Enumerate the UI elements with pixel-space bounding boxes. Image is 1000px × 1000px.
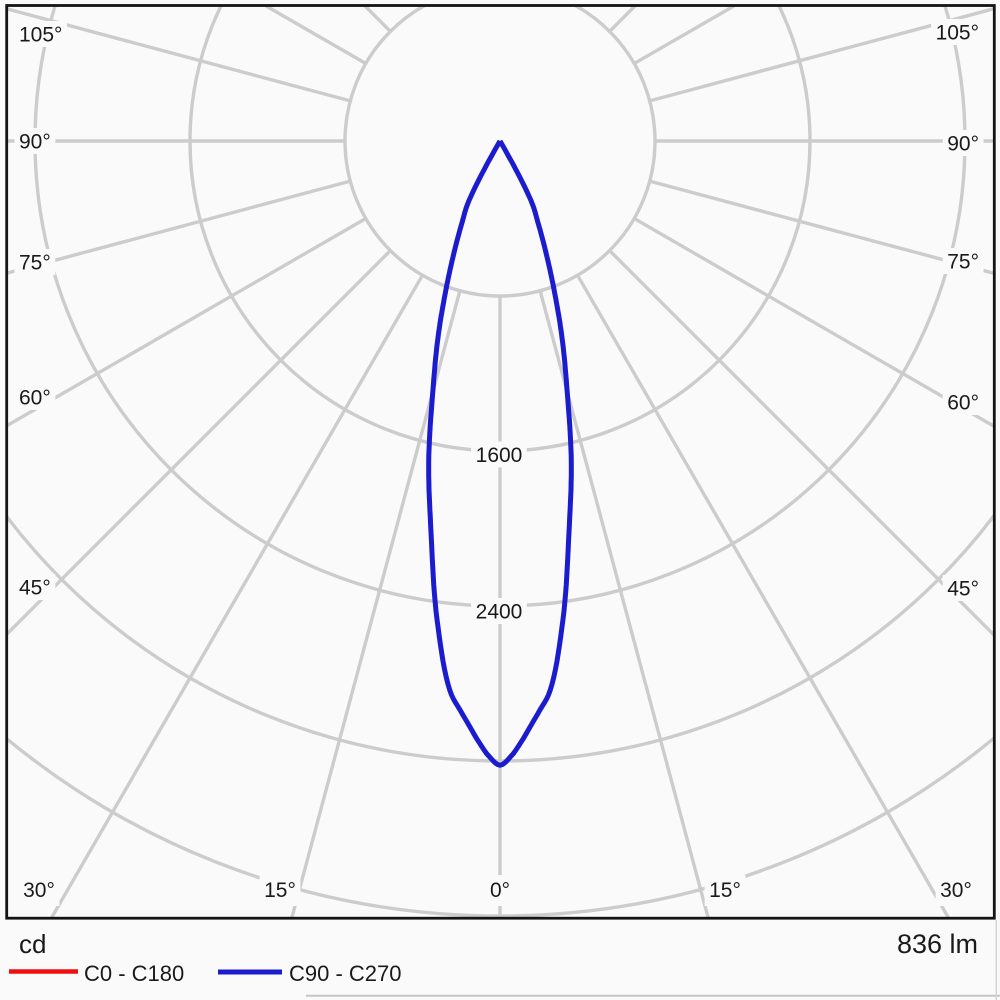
svg-text:836 lm: 836 lm xyxy=(897,929,978,959)
svg-text:105°: 105° xyxy=(936,22,979,45)
svg-text:105°: 105° xyxy=(19,24,62,47)
svg-text:75°: 75° xyxy=(19,252,51,275)
svg-text:15°: 15° xyxy=(709,879,741,902)
svg-text:75°: 75° xyxy=(947,251,979,274)
svg-text:60°: 60° xyxy=(19,387,51,410)
svg-text:45°: 45° xyxy=(947,578,979,601)
svg-text:2400: 2400 xyxy=(476,601,523,624)
svg-text:90°: 90° xyxy=(947,133,979,156)
svg-text:0°: 0° xyxy=(490,879,510,902)
svg-text:cd: cd xyxy=(19,929,46,959)
svg-text:30°: 30° xyxy=(23,879,55,902)
svg-text:60°: 60° xyxy=(947,392,979,415)
svg-text:C0 - C180: C0 - C180 xyxy=(84,961,184,986)
svg-text:C90 - C270: C90 - C270 xyxy=(289,961,402,986)
svg-text:90°: 90° xyxy=(19,131,51,154)
svg-text:30°: 30° xyxy=(940,879,972,902)
svg-text:45°: 45° xyxy=(19,577,51,600)
svg-text:15°: 15° xyxy=(264,879,296,902)
svg-text:1600: 1600 xyxy=(476,444,523,467)
